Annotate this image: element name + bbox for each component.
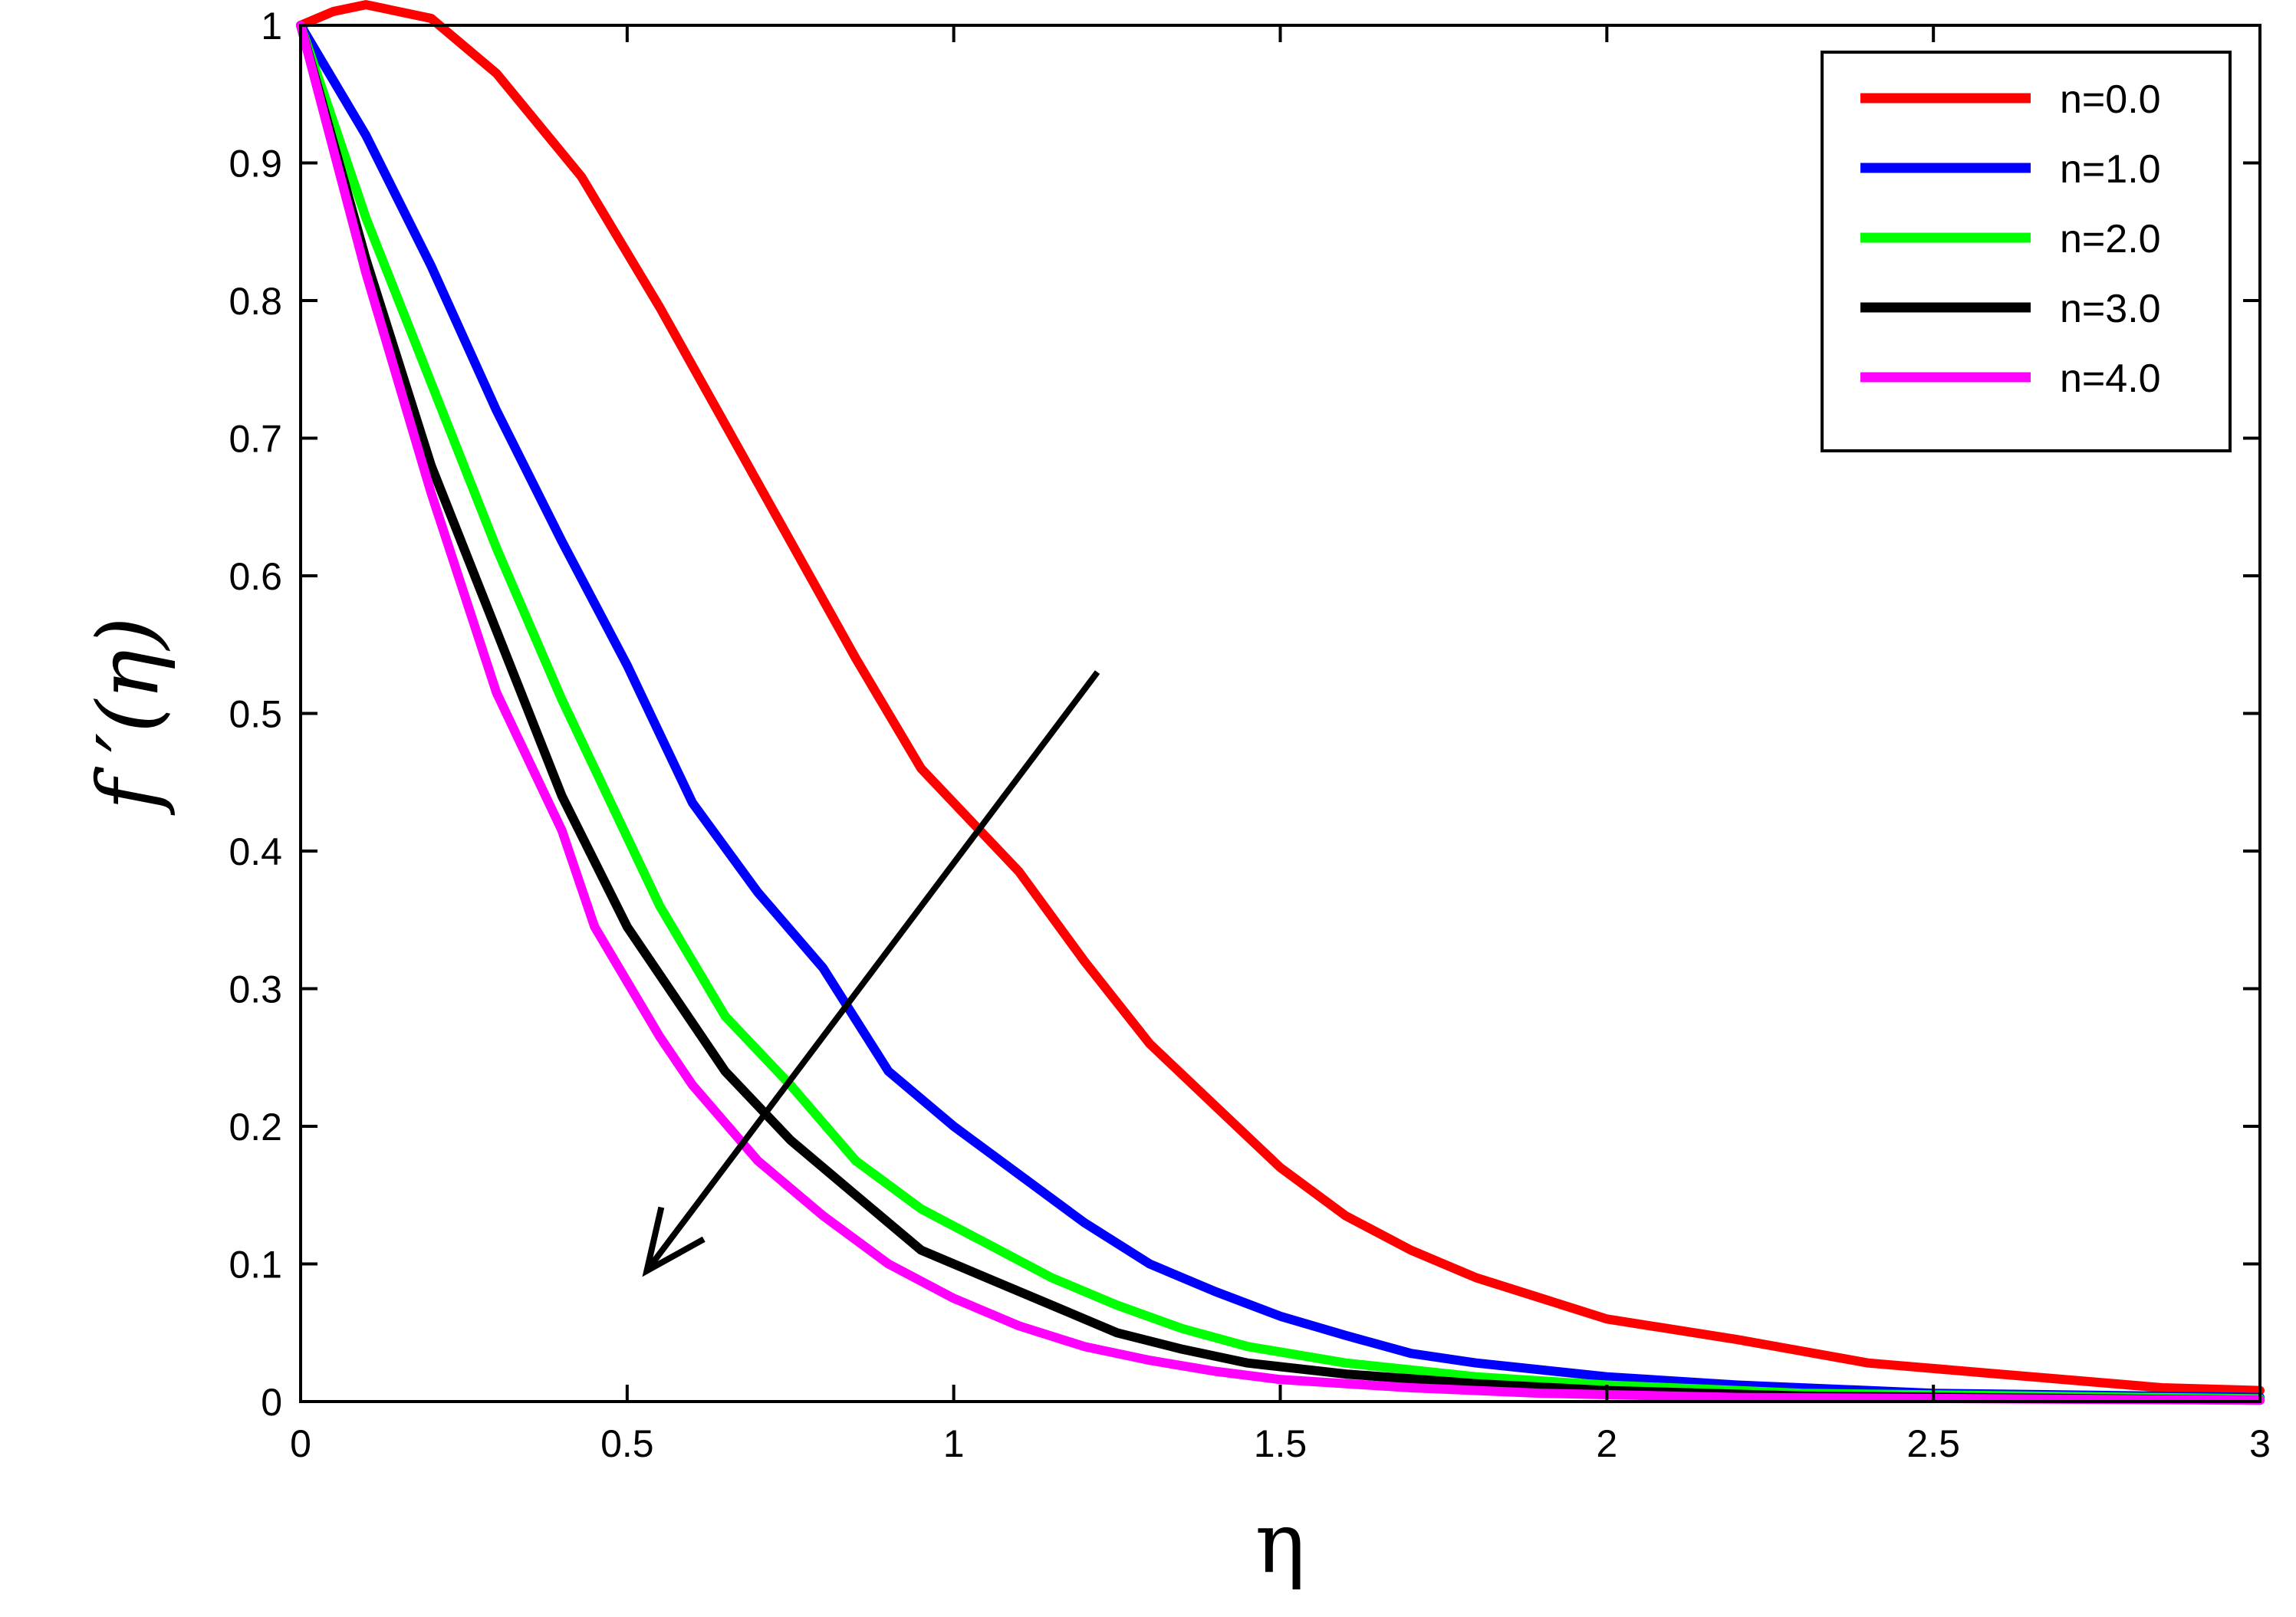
y-axis-ticks: 0 0.1 0.2 0.3 0.4 0.5 0.6 0.7 0.8 0.9 1 [229,5,2260,1424]
legend-label-3: n=3.0 [2060,287,2161,331]
y-tick-label: 0.9 [229,143,282,186]
series-line-0 [296,0,2265,1395]
x-axis-ticks: 0 0.5 1 1.5 2 2.5 3 [290,25,2271,1465]
y-tick-label: 0.6 [229,555,282,598]
series-line-3 [296,21,2265,1405]
legend-label-0: n=0.0 [2060,77,2161,122]
legend-label-2: n=2.0 [2060,217,2161,261]
x-tick-label: 2.5 [1906,1422,1960,1465]
y-axis-label: f ′(η) [79,616,177,815]
series-layer [296,0,2265,1405]
series-line-4 [296,21,2265,1405]
y-tick-label: 0.2 [229,1106,282,1149]
legend-box [1821,51,2232,452]
y-tick-label: 0.7 [229,418,282,461]
annotation-arrow [642,670,1100,1277]
y-tick-label: 1 [261,5,282,48]
x-tick-label: 3 [2249,1422,2271,1465]
y-tick-label: 0.5 [229,693,282,736]
y-tick-label: 0 [261,1381,282,1424]
legend-label-4: n=4.0 [2060,357,2161,401]
y-tick-label: 0.1 [229,1244,282,1287]
x-tick-label: 0 [290,1422,311,1465]
x-tick-label: 0.5 [600,1422,654,1465]
x-tick-label: 1 [943,1422,965,1465]
series-line-1 [296,21,2265,1402]
x-tick-label: 1.5 [1254,1422,1308,1465]
legend-items: n=0.0 n=1.0 n=2.0 n=3.0 n=4.0 [1860,77,2161,401]
series-line-2 [296,21,2265,1404]
legend: n=0.0 n=1.0 n=2.0 n=3.0 n=4.0 [1821,51,2232,452]
y-tick-label: 0.4 [229,830,282,873]
x-axis-label: η [1255,1494,1306,1592]
y-tick-label: 0.8 [229,280,282,323]
y-tick-label: 0.3 [229,968,282,1011]
x-tick-label: 2 [1596,1422,1617,1465]
legend-label-1: n=1.0 [2060,147,2161,192]
arrow-head [642,1206,706,1277]
arrow-shaft [644,670,1100,1273]
